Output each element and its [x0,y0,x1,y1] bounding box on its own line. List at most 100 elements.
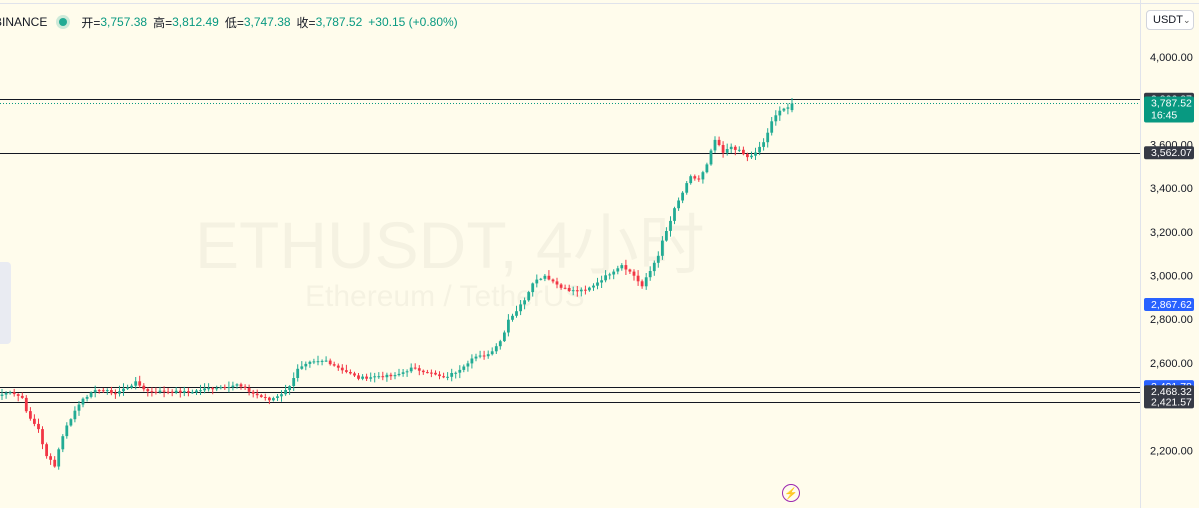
candle-body [600,280,603,283]
candle-body [758,146,761,153]
candle [142,383,146,392]
candle [251,389,255,398]
candle [616,265,620,275]
candle [187,387,190,397]
candle-body [434,372,437,375]
candle [725,143,729,156]
candle [93,385,97,398]
chevron-down-icon: ⌄ [1182,14,1191,25]
candle [458,365,462,379]
candle [758,141,761,156]
candle [604,270,607,283]
candle [292,372,296,391]
candle-body [527,292,531,301]
candle-body [138,381,142,386]
candle-body [353,373,356,376]
candle-body [774,115,778,122]
candle-body [721,145,725,153]
price-label-4[interactable]: 2,421.57 [1144,395,1194,409]
candle [746,152,749,162]
candle-body [409,367,413,372]
candle-body [110,390,113,394]
candle [693,174,697,181]
candle [648,266,652,281]
candle [430,369,433,378]
market-status-dot-icon [59,18,68,26]
price-label-1-text: 3,562.07 [1151,147,1192,159]
candle-body [426,372,429,374]
candle-body [77,404,81,411]
candle [77,401,81,416]
candle-body [628,269,632,272]
candle [754,147,757,160]
candle-body [579,289,583,292]
candle [677,197,680,211]
candle-body [187,391,190,393]
candle [563,284,567,290]
candle-body [29,411,32,419]
candle-body [182,391,186,393]
candle [138,375,142,388]
candle [53,456,57,468]
candle [413,363,417,370]
lightning-icon[interactable]: ⚡ [782,484,800,502]
candle [442,372,445,379]
candle-body [705,164,709,173]
candle [474,353,478,362]
candle [166,387,170,395]
alert-price-label-bg [1144,298,1194,311]
candle-body [466,363,470,367]
candle-body [669,220,672,231]
candle [8,390,12,395]
candle [170,389,174,397]
candle-body [733,146,737,150]
candle [134,377,138,390]
candle-body [596,282,599,286]
candle [174,387,178,395]
candle-body [49,456,52,460]
candle-body [770,121,774,133]
candle-body [81,398,85,405]
candle-body [648,271,652,278]
candle-body [332,364,336,366]
side-panel-handle[interactable] [0,262,11,344]
candle-body [474,356,478,359]
price-label-1[interactable]: 3,562.07 [1144,146,1194,160]
candle-body [782,108,786,111]
candle [110,386,113,396]
candle-body [604,275,607,281]
candle-body [644,277,648,287]
alert-price-label[interactable]: 2,867.62 [1144,298,1194,311]
candle [782,107,786,112]
candle-body [640,281,644,287]
candle [778,106,782,121]
candle [486,350,490,359]
candle-body [0,394,4,396]
candle-body [575,290,579,292]
candle [280,390,283,402]
candle [729,143,733,153]
candle-body [442,376,445,378]
candle [219,385,223,390]
candle [535,274,539,288]
candle [600,275,603,288]
candle [29,407,32,421]
candle-body [535,279,539,284]
last-price-label-text: 3,787.52 [1151,98,1192,110]
candle-body [69,419,73,426]
candle-body [685,183,689,193]
candle [503,330,506,342]
candle-body [413,367,417,369]
candle [454,371,458,379]
price-label-3[interactable]: 2,468.32 [1144,385,1194,399]
candle-body [219,387,223,389]
candle-body [515,311,518,316]
currency-selector[interactable]: USDT ⌄ [1146,10,1194,30]
candle [713,136,717,153]
candle-body [296,368,300,378]
y-tick-label: 2,800.00 [1150,314,1193,326]
candle [705,162,709,174]
candle-body [130,385,133,388]
